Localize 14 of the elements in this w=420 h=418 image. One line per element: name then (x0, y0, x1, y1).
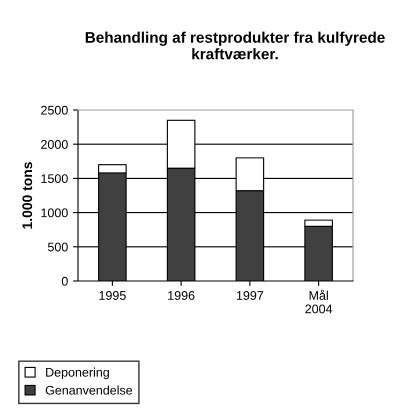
y-axis-title: 1.000 tons (22, 162, 32, 229)
legend-label: Genanvendelse (46, 385, 132, 395)
x-tick-label: 1995 (99, 291, 126, 300)
y-tick-label: 1000 (41, 208, 68, 218)
y-tick-label: 2500 (41, 106, 68, 115)
x-tick-label: 1997 (236, 291, 264, 300)
y-tick-label: 1500 (41, 174, 68, 184)
legend-label: Deponering (46, 368, 109, 380)
x-tick-label: 1996 (168, 291, 194, 300)
y-tick-label: 500 (48, 242, 68, 252)
y-tick-label: 2000 (41, 140, 68, 149)
x-tick-label: Mål 2004 (305, 290, 332, 314)
chart-title: Behandling af restprodukter fra kulfyrede kraftværker. (86, 32, 385, 60)
y-tick-label: 0 (62, 276, 68, 286)
